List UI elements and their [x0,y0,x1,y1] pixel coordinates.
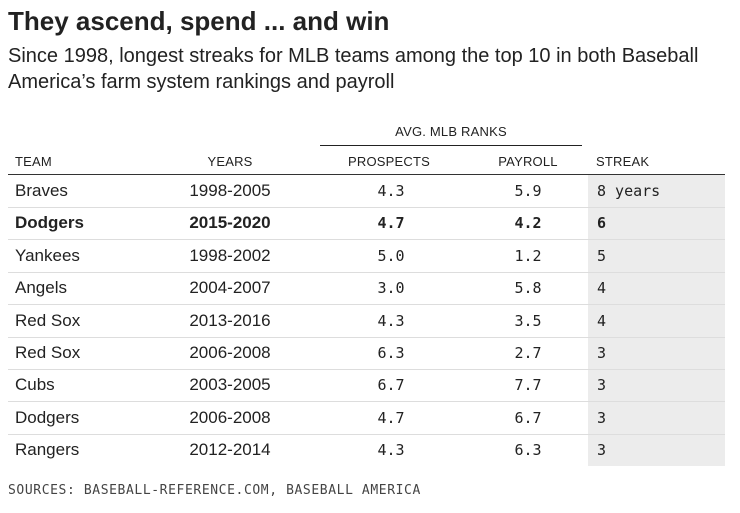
years-cell: 2006-2008 [189,407,271,427]
column-header-years: YEARS [207,154,253,169]
payroll-cell: 4.2 [514,214,542,233]
table-row: Dodgers 2006-2008 4.7 6.7 3 [8,402,725,435]
streak-cell: 8 years [597,182,661,200]
prospects-cell: 4.7 [377,214,405,233]
prospects-cell: 4.3 [377,311,405,330]
prospects-cell: 4.7 [377,408,405,427]
payroll-cell: 6.3 [514,441,542,460]
table-row: Cubs 2003-2005 6.7 7.7 3 [8,369,725,403]
table-row: Angels 2004-2007 3.0 5.8 4 [8,272,725,306]
team-cell: Angels [15,278,67,298]
team-cell: Dodgers [15,407,80,427]
column-header-team: TEAM [15,154,52,169]
years-cell: 2003-2005 [189,375,271,395]
group-header-avg-mlb-ranks: AVG. MLB RANKS [395,124,507,139]
years-cell: 2012-2014 [189,440,271,460]
team-cell: Dodgers [15,213,84,233]
table-row: Yankees 1998-2002 5.0 1.2 5 [8,240,725,273]
prospects-cell: 6.7 [377,376,405,395]
team-cell: Red Sox [15,310,81,330]
years-cell: 2013-2016 [189,310,271,330]
payroll-cell: 5.8 [514,279,542,298]
prospects-cell: 5.0 [377,246,405,265]
table-row: Rangers 2012-2014 4.3 6.3 3 [8,434,725,466]
streak-cell: 3 [597,408,607,427]
streak-cell: 4 [597,311,607,330]
streak-cell: 6 [597,214,607,233]
header-rule [8,174,725,175]
years-cell: 2006-2008 [189,343,271,362]
streak-cell: 3 [597,344,607,362]
chart-title: They ascend, spend ... and win [8,6,390,36]
sources-note: SOURCES: BASEBALL-REFERENCE.COM, BASEBAL… [8,483,421,498]
table-row: Dodgers 2015-2020 4.7 4.2 6 [8,207,725,241]
streak-cell: 4 [597,279,607,298]
group-header-rule [320,145,582,146]
payroll-cell: 7.7 [514,376,542,395]
years-cell: 2015-2020 [189,213,271,233]
prospects-cell: 4.3 [377,182,405,200]
payroll-cell: 6.7 [514,408,542,427]
team-cell: Cubs [15,375,55,395]
streak-cell: 3 [597,441,607,460]
prospects-cell: 4.3 [377,441,405,460]
payroll-cell: 5.9 [514,182,542,200]
column-header-payroll: PAYROLL [498,154,558,169]
team-cell: Braves [15,181,68,200]
column-header-prospects: PROSPECTS [348,154,430,169]
prospects-cell: 3.0 [377,279,405,298]
table-row: Red Sox 2013-2016 4.3 3.5 4 [8,305,725,338]
chart-subtitle: Since 1998, longest streaks for MLB team… [8,45,699,93]
years-cell: 1998-2002 [189,245,271,265]
years-cell: 1998-2005 [189,181,271,200]
streak-cell: 5 [597,246,607,265]
team-cell: Rangers [15,440,80,460]
payroll-cell: 1.2 [514,246,542,265]
prospects-cell: 6.3 [377,344,405,362]
team-cell: Yankees [15,245,80,265]
payroll-cell: 2.7 [514,344,542,362]
column-header-streak: STREAK [596,154,650,169]
streak-cell: 3 [597,376,607,395]
table-row: Red Sox 2006-2008 6.3 2.7 3 [8,337,725,370]
team-cell: Red Sox [15,343,81,362]
years-cell: 2004-2007 [189,278,271,298]
streak-column-background [588,175,725,466]
payroll-cell: 3.5 [514,311,542,330]
table-row: Braves 1998-2005 4.3 5.9 8 years [8,175,725,208]
